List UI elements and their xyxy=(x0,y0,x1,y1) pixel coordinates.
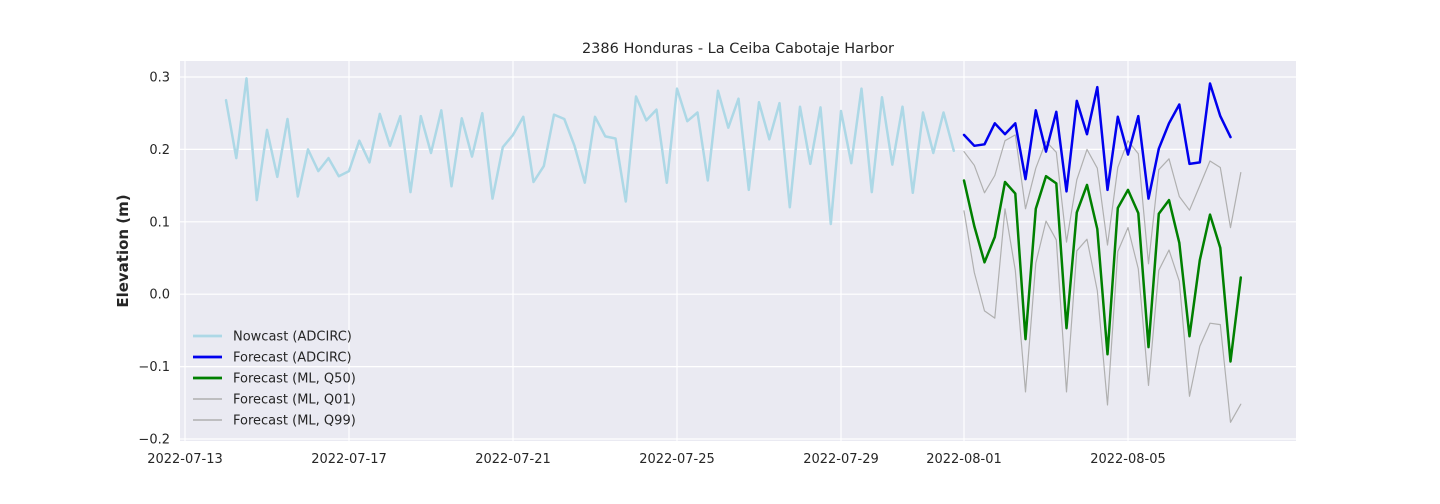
legend-label: Nowcast (ADCIRC) xyxy=(233,330,352,345)
chart-title: 2386 Honduras - La Ceiba Cabotaje Harbor xyxy=(582,41,894,57)
legend-label: Forecast (ML, Q99) xyxy=(233,414,356,429)
series-line-2 xyxy=(962,174,1243,363)
x-tick-label: 2022-07-17 xyxy=(311,452,387,467)
legend-label: Forecast (ML, Q50) xyxy=(233,372,356,387)
y-axis: −0.2 −0.1 0.0 0.1 0.2 0.3 xyxy=(138,71,170,448)
x-tick-label: 2022-08-01 xyxy=(926,452,1002,467)
series-layer xyxy=(224,77,1243,423)
series-line-3 xyxy=(963,208,1242,423)
plot-area xyxy=(180,61,1296,441)
y-tick-label: 0.0 xyxy=(149,288,170,303)
y-tick-label: 0.3 xyxy=(149,71,170,86)
x-tick-label: 2022-07-25 xyxy=(639,452,715,467)
x-axis: 2022-07-13 2022-07-17 2022-07-21 2022-07-25… xyxy=(147,452,1166,467)
x-tick-label: 2022-07-21 xyxy=(475,452,551,467)
series-line-0 xyxy=(224,77,956,226)
x-tick-label: 2022-07-29 xyxy=(803,452,879,467)
x-tick-label: 2022-08-05 xyxy=(1090,452,1166,467)
y-axis-label: Elevation (m) xyxy=(114,194,132,307)
legend-label: Forecast (ML, Q01) xyxy=(233,393,356,408)
y-tick-label: 0.1 xyxy=(149,215,170,230)
x-tick-label: 2022-07-13 xyxy=(147,452,223,467)
legend: Nowcast (ADCIRC) Forecast (ADCIRC) Forecas… xyxy=(193,330,356,429)
legend-label: Forecast (ADCIRC) xyxy=(233,351,352,366)
y-tick-label: 0.2 xyxy=(149,143,170,158)
y-tick-label: −0.1 xyxy=(138,360,170,375)
series-line-4 xyxy=(963,134,1242,265)
series-line-1 xyxy=(962,82,1232,200)
y-tick-label: −0.2 xyxy=(138,433,170,448)
